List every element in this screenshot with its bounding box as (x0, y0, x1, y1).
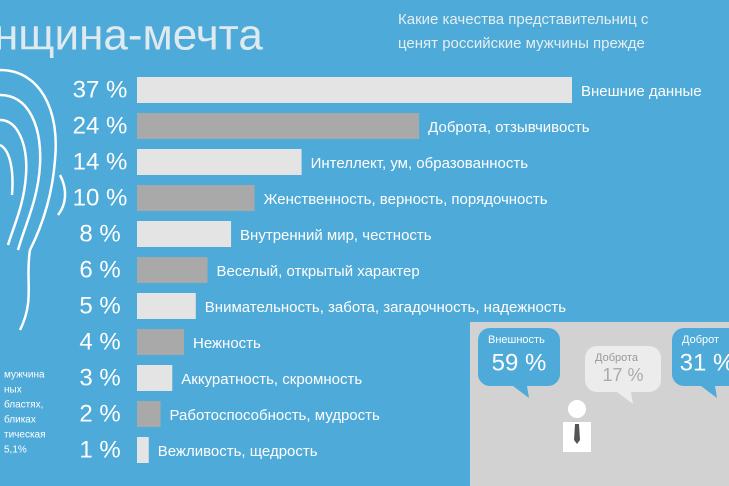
category-label: Женственность, верность, порядочность (264, 191, 548, 208)
callout-bubble (478, 328, 560, 386)
callout-value: 59 % (492, 349, 547, 376)
bar (137, 185, 255, 211)
title: нщина-мечта (0, 11, 263, 60)
subtitle: Какие качества представительниц с (398, 11, 649, 28)
value-label: 2 % (79, 400, 120, 427)
value-label: 10 % (73, 184, 128, 211)
bar (137, 149, 302, 175)
category-label: Веселый, открытый характер (217, 263, 420, 280)
callout-tail (617, 392, 633, 404)
callout-tail (701, 386, 717, 398)
side-note: бликах (4, 414, 36, 426)
value-label: 24 % (73, 112, 128, 139)
bar (137, 401, 161, 427)
side-note: мужчина (4, 370, 45, 381)
bar (137, 437, 149, 463)
category-label: Аккуратность, скромность (181, 371, 362, 388)
value-label: 5 % (79, 292, 120, 319)
value-label: 4 % (79, 328, 120, 355)
value-label: 1 % (79, 436, 120, 463)
person-icon (563, 400, 591, 452)
callout-label: Внешность (488, 334, 545, 346)
callout-value: 17 % (602, 365, 643, 385)
bar (137, 329, 185, 355)
silhouette (0, 68, 67, 331)
category-label: Интеллект, ум, образованность (311, 155, 529, 172)
category-label: Внешние данные (581, 83, 702, 100)
bar (137, 113, 420, 139)
callout-tail (513, 386, 529, 398)
callout-bubble (672, 328, 729, 386)
category-label: Нежность (193, 335, 261, 352)
callout-label: Доброта (595, 352, 639, 364)
category-label: Работоспособность, мудрость (170, 407, 381, 424)
side-note: ных (4, 385, 22, 396)
bar (137, 221, 232, 247)
callout-label: Доброт (682, 334, 719, 346)
callout-value: 31 % (680, 349, 729, 376)
callout-bubble (585, 346, 661, 392)
value-label: 37 % (73, 76, 128, 103)
side-note: бластях, (4, 399, 43, 411)
subtitle: ценят российские мужчины прежде (398, 35, 645, 52)
category-label: Внутренний мир, честность (240, 227, 432, 244)
value-label: 6 % (79, 256, 120, 283)
bar (137, 77, 572, 103)
value-label: 8 % (79, 220, 120, 247)
bar (137, 365, 173, 391)
category-label: Вежливость, щедрость (158, 443, 318, 460)
bar (137, 257, 208, 283)
value-label: 3 % (79, 364, 120, 391)
bar (137, 293, 196, 319)
value-label: 14 % (73, 148, 128, 175)
category-label: Доброта, отзывчивость (428, 119, 590, 136)
category-label: Внимательность, забота, загадочность, на… (205, 299, 566, 316)
side-note: тическая (4, 430, 46, 441)
side-note: 5,1% (4, 445, 27, 456)
